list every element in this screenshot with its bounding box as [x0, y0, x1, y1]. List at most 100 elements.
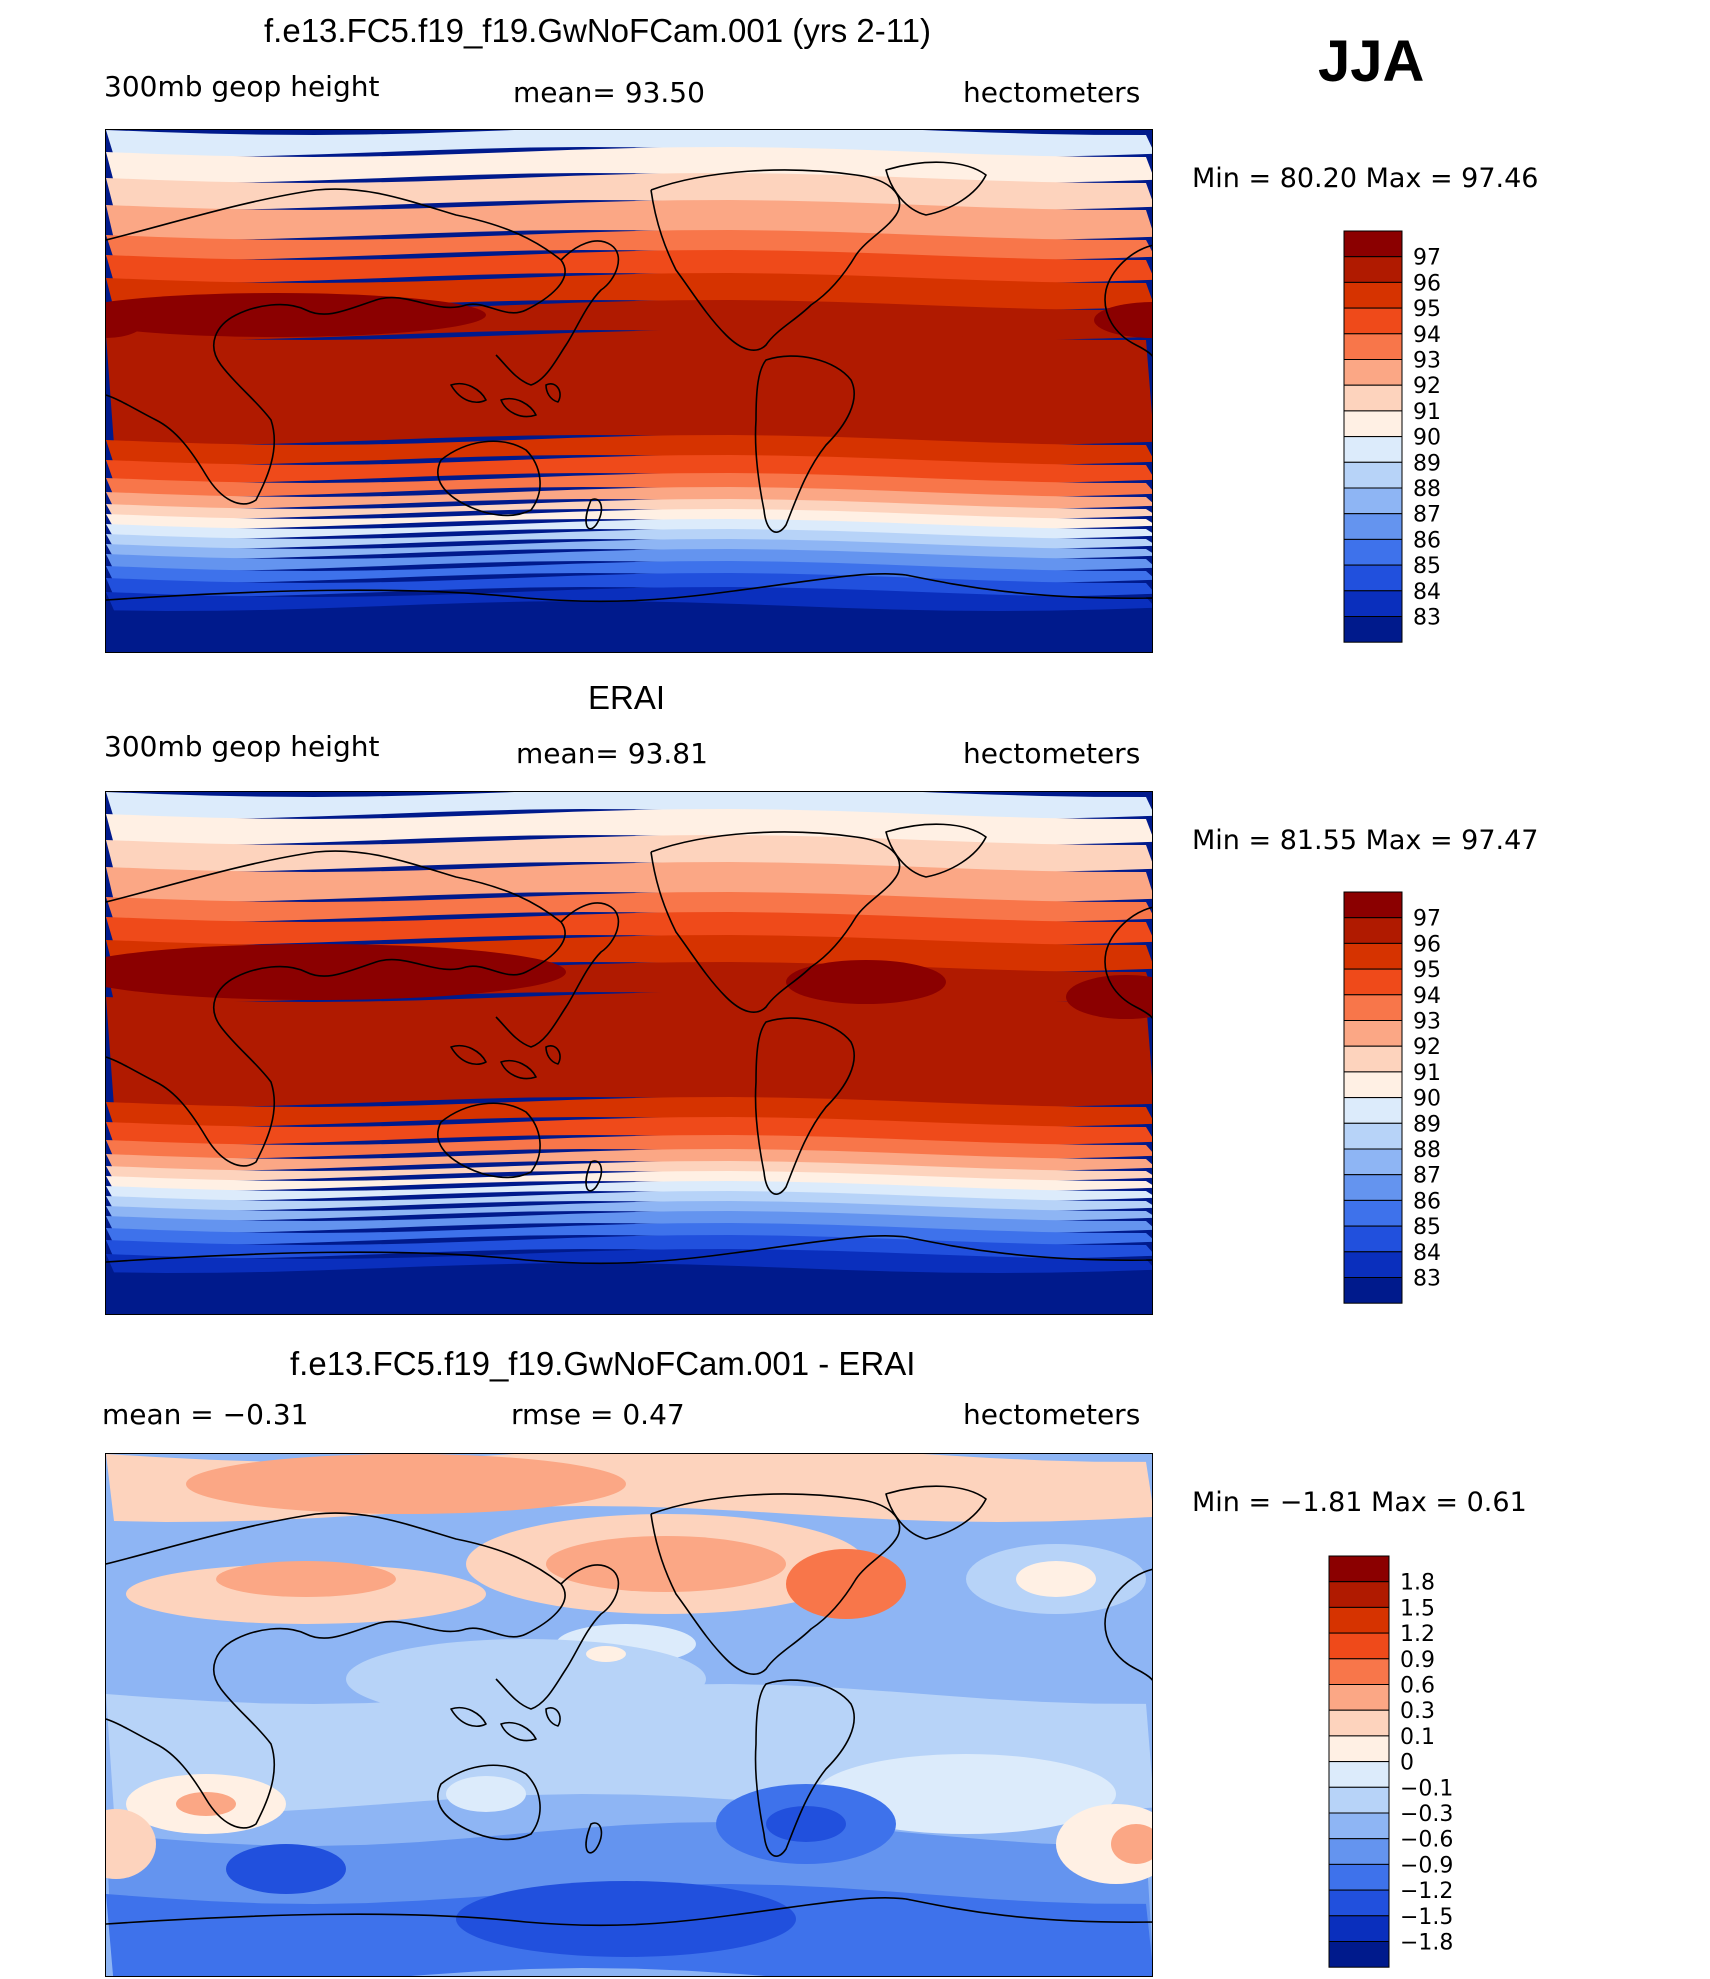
coastline — [754, 355, 855, 533]
coastline — [106, 850, 566, 1167]
coastline — [585, 1160, 603, 1192]
contour-blob — [446, 1776, 526, 1812]
colorbar-swatch — [1343, 564, 1403, 592]
contour-band — [106, 862, 1152, 902]
colorbar-tick-label: 91 — [1413, 400, 1441, 425]
colorbar-swatch — [1343, 256, 1403, 283]
contour-band — [106, 809, 1152, 845]
contour-band — [106, 792, 1152, 819]
colorbar-swatch — [1343, 1148, 1403, 1176]
coastline — [885, 161, 987, 216]
contour-band — [106, 1097, 1152, 1127]
colorbar-tick-label: 89 — [1413, 451, 1441, 476]
colorbar-swatch — [1343, 1174, 1403, 1201]
colorbar-swatch — [1328, 1684, 1390, 1711]
colorbar-swatch — [1328, 1606, 1390, 1634]
colorbar-swatch — [1328, 1786, 1390, 1814]
colorbar-tick-label: 84 — [1413, 1241, 1441, 1266]
contour-blob — [1056, 1804, 1152, 1884]
coastline — [545, 1707, 561, 1727]
coastline — [500, 1721, 537, 1742]
contour-blob — [106, 293, 486, 337]
contour-band — [106, 435, 1152, 465]
colorbar-tick-label: 1.5 — [1400, 1596, 1435, 1621]
contour-band — [106, 250, 1152, 283]
coastline — [754, 1017, 855, 1195]
contour-blob — [786, 1549, 906, 1619]
panel-diff-rmse-label: rmse = 0.47 — [511, 1398, 685, 1431]
contour-band — [106, 200, 1152, 240]
colorbar-tick-label: 87 — [1413, 1164, 1441, 1189]
coastline — [585, 498, 603, 530]
coastline — [437, 1102, 541, 1179]
coastline — [106, 573, 1152, 603]
contour-band — [106, 147, 1152, 183]
colorbar-swatch — [1343, 1251, 1403, 1278]
colorbar-tick-label: 0.3 — [1400, 1699, 1435, 1724]
colorbar-swatch — [1328, 1581, 1390, 1608]
coastline — [650, 831, 901, 1013]
colorbar-swatch — [1328, 1555, 1390, 1583]
colorbar-swatch — [1343, 487, 1403, 515]
colorbar-swatch — [1343, 1277, 1403, 1304]
colorbar-tick-label: 90 — [1413, 1087, 1441, 1112]
colorbar-tick-label: 88 — [1413, 477, 1441, 502]
colorbar-tick-label: 94 — [1413, 984, 1441, 1009]
colorbar-tick-label: 0 — [1400, 1751, 1414, 1776]
colorbar-tick-label: 1.8 — [1400, 1571, 1435, 1596]
colorbar-swatch — [1343, 333, 1403, 361]
colorbar-tick-label: −0.1 — [1400, 1776, 1453, 1801]
coastline — [1104, 244, 1152, 357]
colorbar-swatch — [1343, 230, 1403, 258]
colorbar-tick-label: 85 — [1413, 1215, 1441, 1240]
contour-blob — [1066, 975, 1152, 1019]
colorbar-tick-label: −1.8 — [1400, 1931, 1453, 1956]
panel-model-mean-label: mean= 93.50 — [513, 76, 705, 109]
colorbar-tick-label: −1.2 — [1400, 1879, 1453, 1904]
coastline — [754, 1679, 855, 1857]
contour-band — [106, 330, 1152, 445]
colorbar-swatch — [1343, 461, 1403, 489]
colorbar-swatch — [1343, 1199, 1403, 1227]
colorbar-tick-label: 95 — [1413, 958, 1441, 983]
colorbar-swatch — [1343, 616, 1403, 643]
contour-band — [106, 455, 1152, 483]
panel-model-title: f.e13.FC5.f19_f19.GwNoFCam.001 (yrs 2-11… — [264, 12, 931, 49]
colorbar-swatch — [1343, 513, 1403, 540]
colorbar-tick-label: 89 — [1413, 1112, 1441, 1137]
colorbar-swatch — [1328, 1658, 1390, 1686]
contour-blob — [226, 1844, 346, 1894]
panel-obs-units-label: hectometers — [963, 737, 1141, 770]
colorbar-tick-label: 90 — [1413, 426, 1441, 451]
panel-model-units-label: hectometers — [963, 76, 1141, 109]
colorbar-swatch — [1343, 410, 1403, 438]
colorbar-tick-label: 92 — [1413, 1035, 1441, 1060]
contour-blob — [106, 1809, 156, 1879]
contour-blob — [1094, 302, 1152, 338]
panel-obs-minmax: Min = 81.55 Max = 97.47 — [1192, 825, 1539, 856]
panel-obs-title: ERAI — [588, 679, 666, 716]
coastline — [500, 1059, 537, 1080]
coastline — [650, 169, 901, 351]
panel-diff-minmax: Min = −1.81 Max = 0.61 — [1192, 1487, 1527, 1518]
panel-obs-map — [105, 791, 1153, 1315]
coastline — [500, 397, 537, 418]
panel-diff-colorbar: 1.8 1.5 1.2 0.9 0.6 0.3 0.1 0 −0.1 −0.3 −0.6 −0.9 −1… — [1328, 1555, 1528, 1970]
colorbar-swatch — [1343, 1020, 1403, 1047]
colorbar-swatch — [1343, 917, 1403, 944]
colorbar-tick-label: 0.6 — [1400, 1674, 1435, 1699]
colorbar-swatch — [1343, 1097, 1403, 1124]
contour-band — [106, 912, 1152, 945]
coastline — [437, 440, 541, 517]
coastline — [1104, 906, 1152, 1019]
colorbar-swatch — [1328, 1941, 1390, 1968]
panel-diff-map — [105, 1453, 1153, 1977]
panel-diff-units-label: hectometers — [963, 1398, 1141, 1431]
contour-band — [106, 230, 1152, 260]
season-label: JJA — [1318, 29, 1425, 94]
coastline — [885, 823, 987, 878]
contour-blob — [546, 1536, 786, 1592]
colorbar-swatch — [1328, 1735, 1390, 1763]
colorbar-swatch — [1343, 942, 1403, 970]
panel-obs-variable-label: 300mb geop height — [104, 730, 380, 763]
